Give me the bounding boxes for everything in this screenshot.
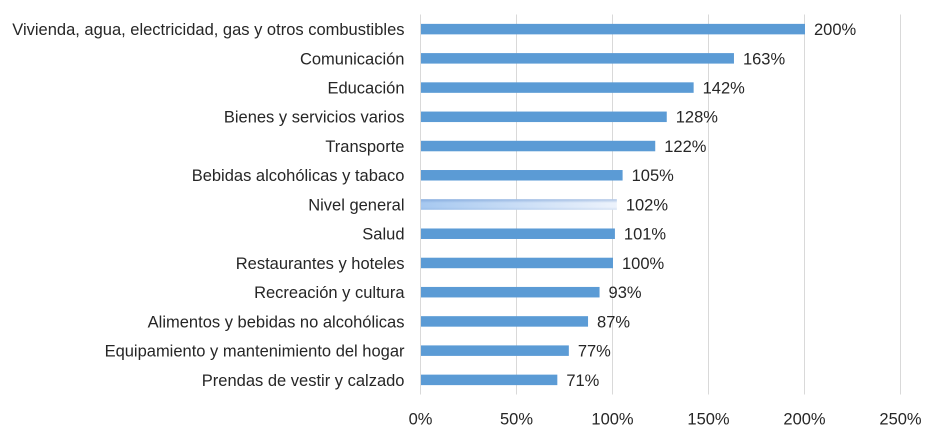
svg-text:128%: 128% xyxy=(676,109,719,127)
svg-text:Bienes y servicios varios: Bienes y servicios varios xyxy=(224,109,405,127)
svg-text:Alimentos y bebidas no alcohól: Alimentos y bebidas no alcohólicas xyxy=(148,313,405,331)
svg-text:250%: 250% xyxy=(879,411,922,429)
svg-text:122%: 122% xyxy=(664,138,707,156)
svg-text:Bebidas alcohólicas y tabaco: Bebidas alcohólicas y tabaco xyxy=(192,167,405,185)
svg-text:Comunicación: Comunicación xyxy=(300,50,405,68)
svg-text:105%: 105% xyxy=(632,167,675,185)
svg-text:163%: 163% xyxy=(743,50,786,68)
svg-text:Recreación y cultura: Recreación y cultura xyxy=(254,284,405,302)
svg-text:142%: 142% xyxy=(703,79,746,97)
svg-text:Salud: Salud xyxy=(362,226,404,244)
svg-text:100%: 100% xyxy=(591,411,634,429)
svg-text:150%: 150% xyxy=(687,411,730,429)
svg-text:Restaurantes y hoteles: Restaurantes y hoteles xyxy=(236,255,405,273)
svg-text:0%: 0% xyxy=(409,411,433,429)
svg-text:Equipamiento y mantenimiento d: Equipamiento y mantenimiento del hogar xyxy=(105,343,405,361)
svg-text:200%: 200% xyxy=(814,21,857,39)
svg-text:93%: 93% xyxy=(609,284,642,302)
svg-text:Nivel general: Nivel general xyxy=(308,196,404,214)
svg-text:Transporte: Transporte xyxy=(325,138,404,156)
svg-text:101%: 101% xyxy=(624,226,667,244)
svg-text:200%: 200% xyxy=(783,411,826,429)
svg-text:102%: 102% xyxy=(626,196,669,214)
svg-text:77%: 77% xyxy=(578,343,611,361)
svg-text:Educación: Educación xyxy=(327,79,404,97)
svg-text:Vivienda, agua, electricidad,: Vivienda, agua, electricidad, gas y otro… xyxy=(12,21,404,39)
svg-text:71%: 71% xyxy=(566,372,599,390)
svg-text:100%: 100% xyxy=(622,255,665,273)
svg-text:50%: 50% xyxy=(500,411,533,429)
svg-text:87%: 87% xyxy=(597,313,630,331)
svg-text:Prendas de vestir y calzado: Prendas de vestir y calzado xyxy=(202,372,405,390)
